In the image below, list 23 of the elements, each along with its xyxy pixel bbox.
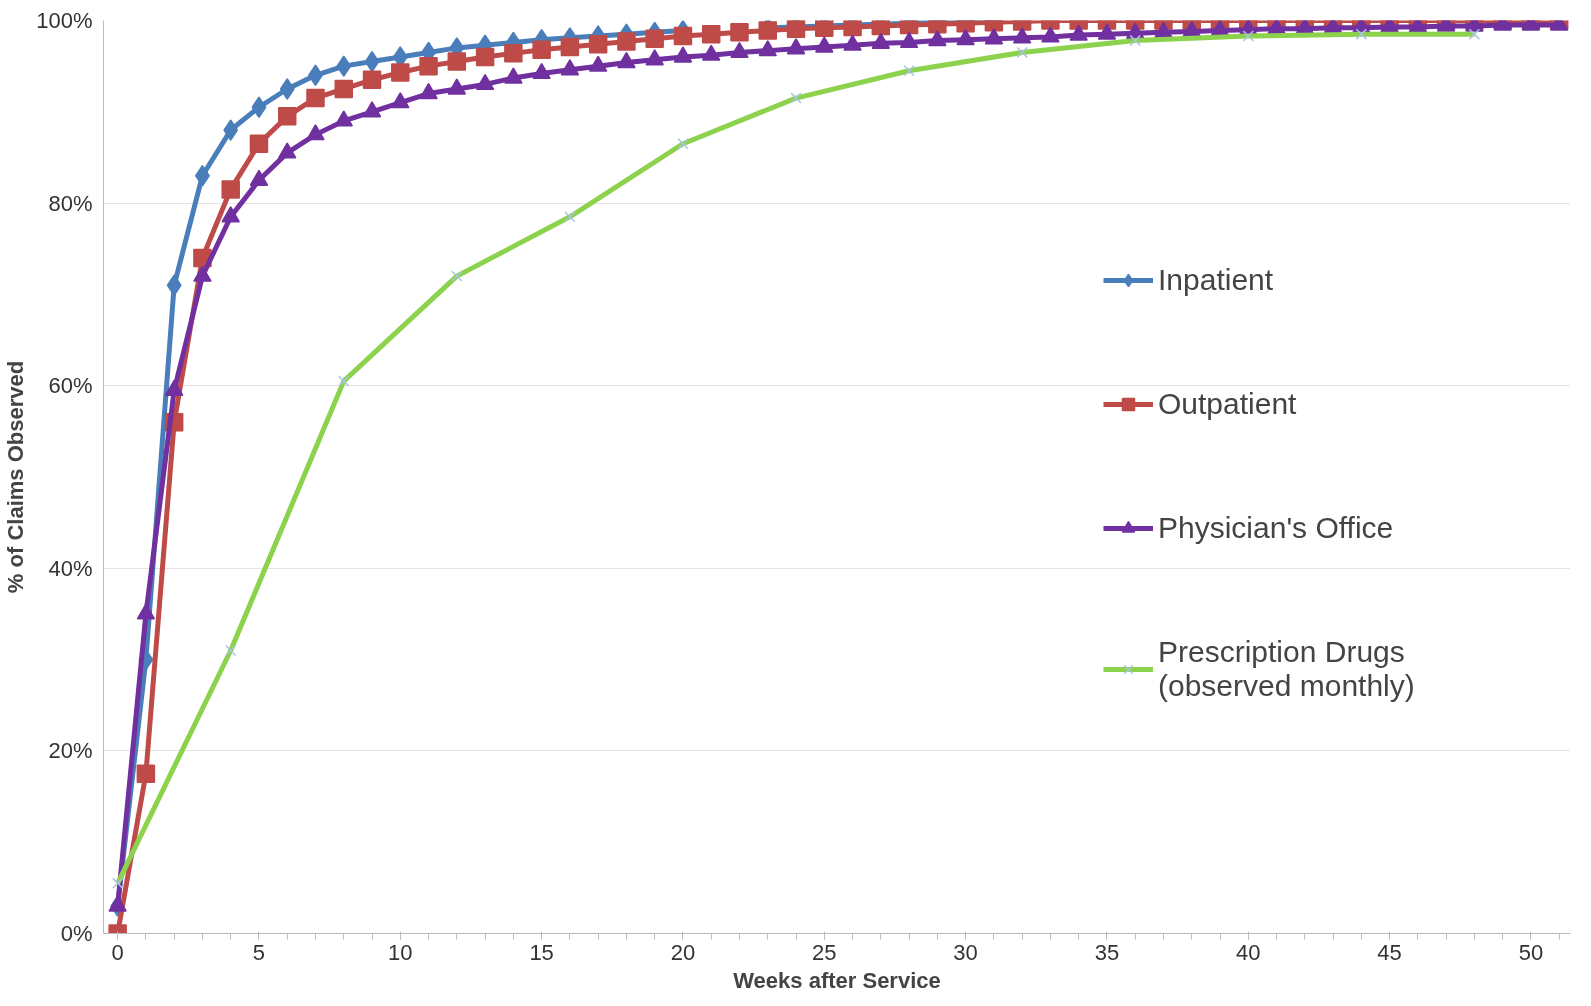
x-tick-label: 0 (111, 939, 124, 965)
legend-label: Physician's Office (1158, 511, 1394, 545)
legend-label: Inpatient (1158, 263, 1274, 297)
legend-label: Outpatient (1158, 387, 1297, 421)
y-tick-label: 0% (60, 921, 93, 946)
x-tick-label: 30 (953, 939, 978, 965)
y-tick-label: 60% (48, 373, 93, 399)
x-tick-label: 15 (529, 939, 554, 965)
y-axis-title: % of Claims Observed (3, 360, 29, 594)
x-tick-label: 5 (252, 939, 266, 965)
y-tick-label: 20% (48, 738, 93, 764)
y-tick-label: 100% (36, 8, 93, 33)
y-tick-label: 80% (48, 190, 93, 216)
x-tick-label: 20 (670, 939, 696, 965)
y-tick-label: 40% (48, 555, 93, 581)
x-tick-label: 40 (1236, 939, 1261, 965)
x-tick-label: 45 (1377, 939, 1402, 965)
x-axis-title: Weeks after Service (733, 967, 941, 993)
x-tick-label: 35 (1094, 939, 1120, 965)
x-tick-label: 10 (388, 939, 413, 965)
x-tick-label: 50 (1518, 939, 1544, 965)
x-tick-label: 25 (812, 939, 837, 965)
legend-label: Prescription Drugs (observed monthly) (1158, 635, 1415, 703)
